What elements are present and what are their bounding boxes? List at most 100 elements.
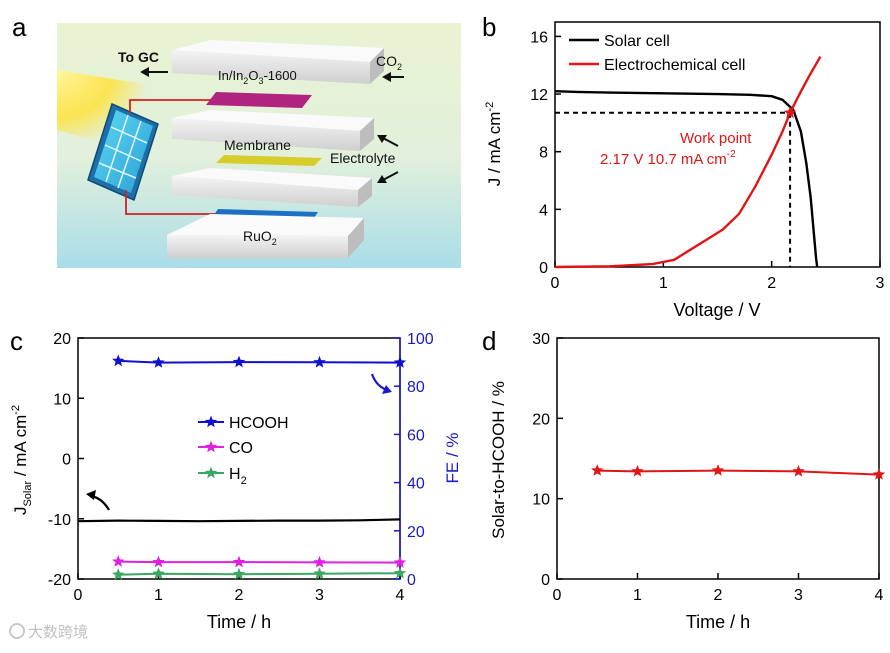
data-point-solar-to-hcooh [631,464,644,477]
legend-label-solar: Solar cell [604,33,670,50]
y-tick-label-d: 30 [532,331,550,348]
panel-letter-a: a [12,12,27,42]
plate-middle [172,110,374,151]
arrow-to-left-axis-icon [86,490,110,511]
x-axis-title-b: Voltage / V [673,300,760,320]
y-tick-label-right-c: 20 [407,524,425,541]
y-tick-label-right-c: 60 [407,427,425,444]
x-tick-label-c: 1 [154,587,163,604]
plot-frame-c [77,337,401,580]
legend-marker-hcooh [204,415,218,428]
data-point-hcooh [393,356,407,368]
data-point-hcooh [152,356,165,368]
watermark: 大数跨境 [9,623,88,641]
y-tick-label-left-c: 0 [62,452,71,469]
label-co2: CO2 [376,53,402,72]
series-line-jsolar [77,518,401,523]
data-point-solar-to-hcooh [872,468,886,480]
data-point-h2 [112,568,125,580]
data-point-h2 [393,566,407,579]
membrane-sheet [216,155,322,166]
y-tick-label-b: 12 [530,87,548,104]
data-point-hcooh [313,355,326,368]
data-point-solar-to-hcooh [711,464,725,476]
y-tick-label-right-c: 0 [407,572,416,589]
panel-letter-c: c [10,326,23,356]
plot-frame-b [554,21,881,268]
data-point-co [313,555,326,568]
watermark-text: 大数跨境 [28,623,88,641]
data-point-h2 [152,567,165,579]
series-c [77,354,407,580]
label-to-gc: To GC [118,49,159,65]
y-tick-label-right-c: 80 [407,379,425,396]
x-tick-label-d: 1 [633,587,642,604]
arrow-to-right-axis-icon [370,373,392,394]
data-point-co [112,555,125,567]
legend-c: HCOOH CO H2 [198,415,289,487]
data-point-hcooh [112,354,125,367]
y-tick-label-left-c: 10 [53,391,71,408]
solar-panel [87,102,159,202]
data-point-co [393,556,407,568]
base-block [167,214,364,258]
plot-frame-d [556,337,880,580]
label-anode: RuO2 [243,228,277,247]
y-tick-label-d: 0 [541,572,550,589]
arrow-electrolyte-bottom-icon [377,171,399,183]
series-d [591,464,886,480]
legend-marker-co [204,440,218,453]
y-tick-label-d: 10 [532,492,550,509]
y-tick-label-right-c: 100 [407,331,434,348]
panel-c: c 0 1 2 3 4 -20 -10 0 10 20 0 20 40 60 80 100 HCOOH CO … [10,326,462,632]
y-tick-label-b: 0 [539,260,548,277]
wire-top [129,99,232,113]
x-tick-label-b: 1 [659,275,668,292]
series-line-solar-cell [554,90,819,268]
x-tick-label-c: 2 [235,587,244,604]
arrow-co2-icon [382,72,404,82]
series-line-electrochemical-cell [554,55,822,269]
x-axis-title-d: Time / h [686,612,750,632]
x-tick-label-b: 2 [767,275,776,292]
x-tick-label-c: 3 [315,587,324,604]
y-tick-label-right-c: 40 [407,476,425,493]
work-point-marker [783,106,797,119]
panel-letter-d: d [482,326,496,356]
x-axis-title-c: Time / h [207,612,271,632]
x-tick-label-b: 3 [876,275,885,292]
legend-label-hcooh: HCOOH [229,415,289,432]
wire-bottom [125,190,232,215]
x-tick-label-d: 3 [794,587,803,604]
y-tick-label-b: 16 [530,29,548,46]
legend-label-co: CO [229,440,253,457]
data-point-hcooh [232,355,246,368]
y-tick-label-left-c: -20 [48,572,71,589]
y-tick-label-left-c: 20 [53,331,71,348]
data-point-h2 [313,567,326,579]
data-point-h2 [232,567,246,580]
series-b [554,55,822,269]
watermark-logo-icon [9,623,25,639]
panel-a: a [12,12,461,268]
data-point-solar-to-hcooh [591,464,604,476]
annotation-value: 2.17 V 10.7 mA cm-2 [600,149,736,168]
legend-b: Solar cell Electrochemical cell [569,33,745,74]
label-membrane: Membrane [224,137,291,153]
plate-lower [172,168,372,207]
panel-letter-b: b [482,12,496,42]
x-tick-label-b: 0 [551,275,560,292]
arrow-to-gc-icon [140,67,168,77]
panel-d: d 0 1 2 3 4 0 10 20 30 Time / h Solar-to-HCOOH /… [482,326,886,632]
y-axis-title-left-c: JSolar / mA cm-2 [10,405,34,515]
legend-label-echem: Electrochemical cell [604,57,745,74]
y-axis-title-b: J / mA cm-2 [484,102,504,186]
annotation-work-point: Work point [680,130,752,147]
data-point-co [152,555,165,568]
y-tick-label-b: 4 [539,202,548,219]
x-tick-label-d: 4 [875,587,884,604]
x-tick-label-c: 0 [74,587,83,604]
